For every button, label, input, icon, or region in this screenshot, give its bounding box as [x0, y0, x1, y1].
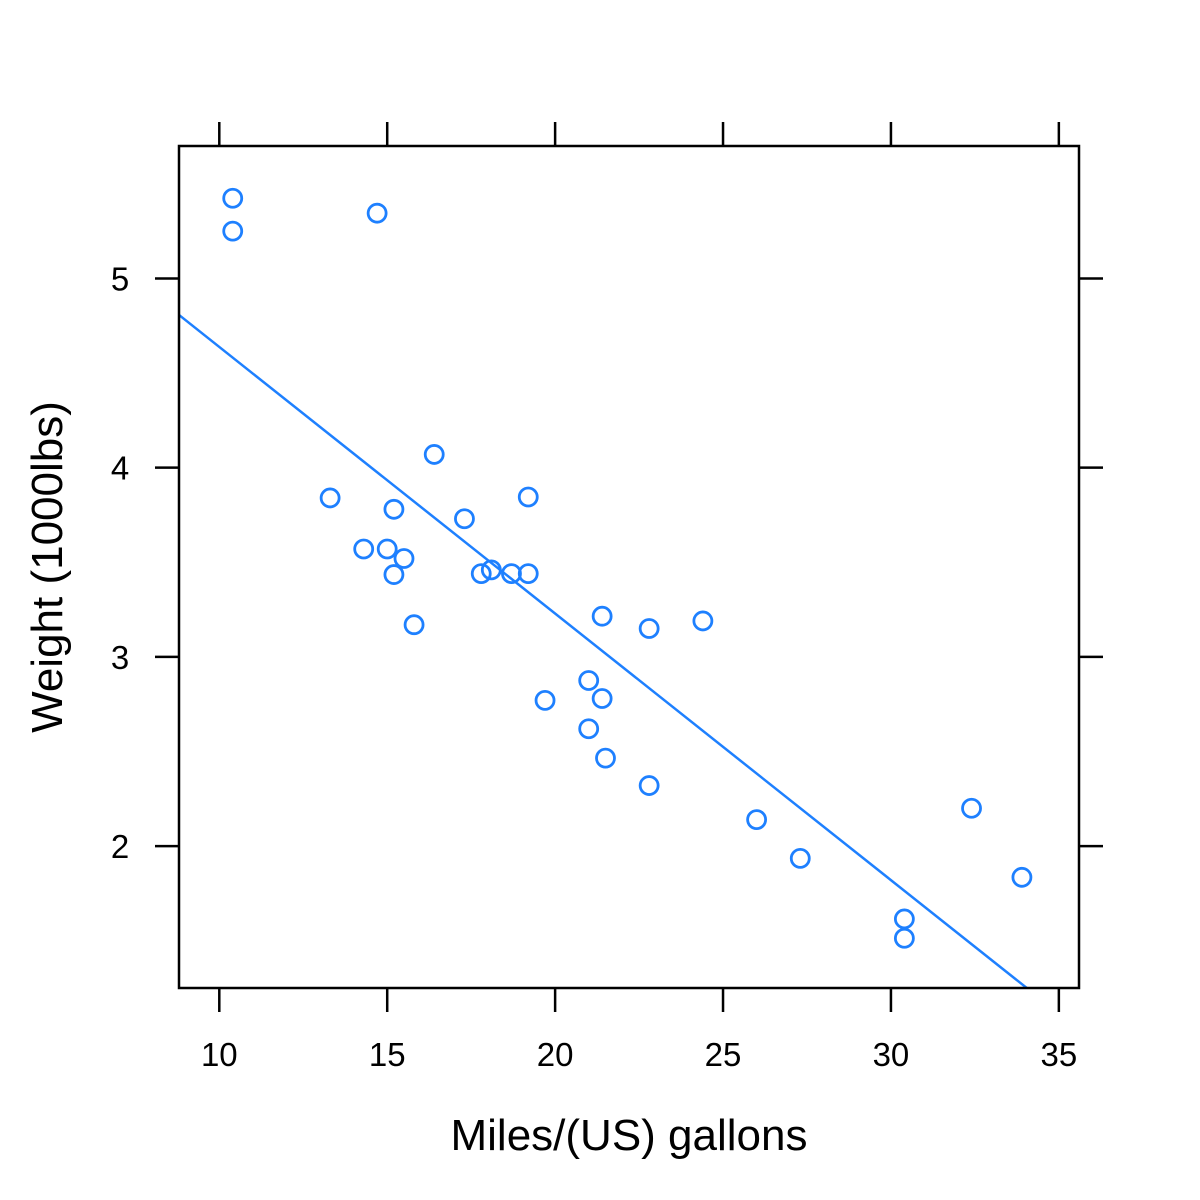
y-axis-title: Weight (1000lbs) [23, 401, 72, 733]
data-point [578, 718, 600, 740]
data-point [517, 563, 539, 585]
y-tick-label: 4 [111, 450, 129, 487]
x-tick-label: 30 [873, 1036, 910, 1073]
data-point [222, 187, 244, 209]
data-point [517, 486, 539, 508]
data-point [470, 563, 492, 585]
data-point [591, 605, 613, 627]
x-axis-title: Miles/(US) gallons [451, 1111, 808, 1160]
x-tick-label: 10 [201, 1036, 238, 1073]
data-point [893, 927, 915, 949]
data-point [578, 670, 600, 691]
data-point [454, 508, 475, 530]
data-point [383, 564, 405, 585]
y-tick-label: 3 [111, 639, 129, 676]
data-point [638, 775, 660, 796]
data-point [1011, 866, 1033, 888]
x-tick-label: 15 [369, 1036, 406, 1073]
x-tick-label: 25 [705, 1036, 742, 1073]
data-point [595, 747, 616, 769]
x-tick-label: 35 [1040, 1036, 1077, 1073]
data-point [383, 498, 405, 520]
data-point [480, 559, 502, 581]
data-point [222, 220, 244, 242]
data-point [534, 689, 556, 711]
data-point [423, 444, 445, 465]
data-point [403, 614, 425, 636]
data-point [376, 538, 398, 560]
data-point [353, 538, 375, 560]
data-point [591, 688, 613, 709]
regression-line [179, 313, 1029, 988]
data-point [692, 610, 714, 632]
y-tick-label: 2 [111, 828, 129, 865]
data-point [319, 487, 341, 509]
data-point [638, 618, 660, 639]
data-point [746, 809, 768, 830]
data-point [366, 202, 388, 224]
data-point [393, 548, 415, 569]
panel-frame [177, 144, 1081, 990]
data-point [961, 797, 982, 819]
x-tick-label: 20 [537, 1036, 574, 1073]
y-tick-label: 5 [111, 260, 129, 297]
data-point [789, 847, 811, 869]
